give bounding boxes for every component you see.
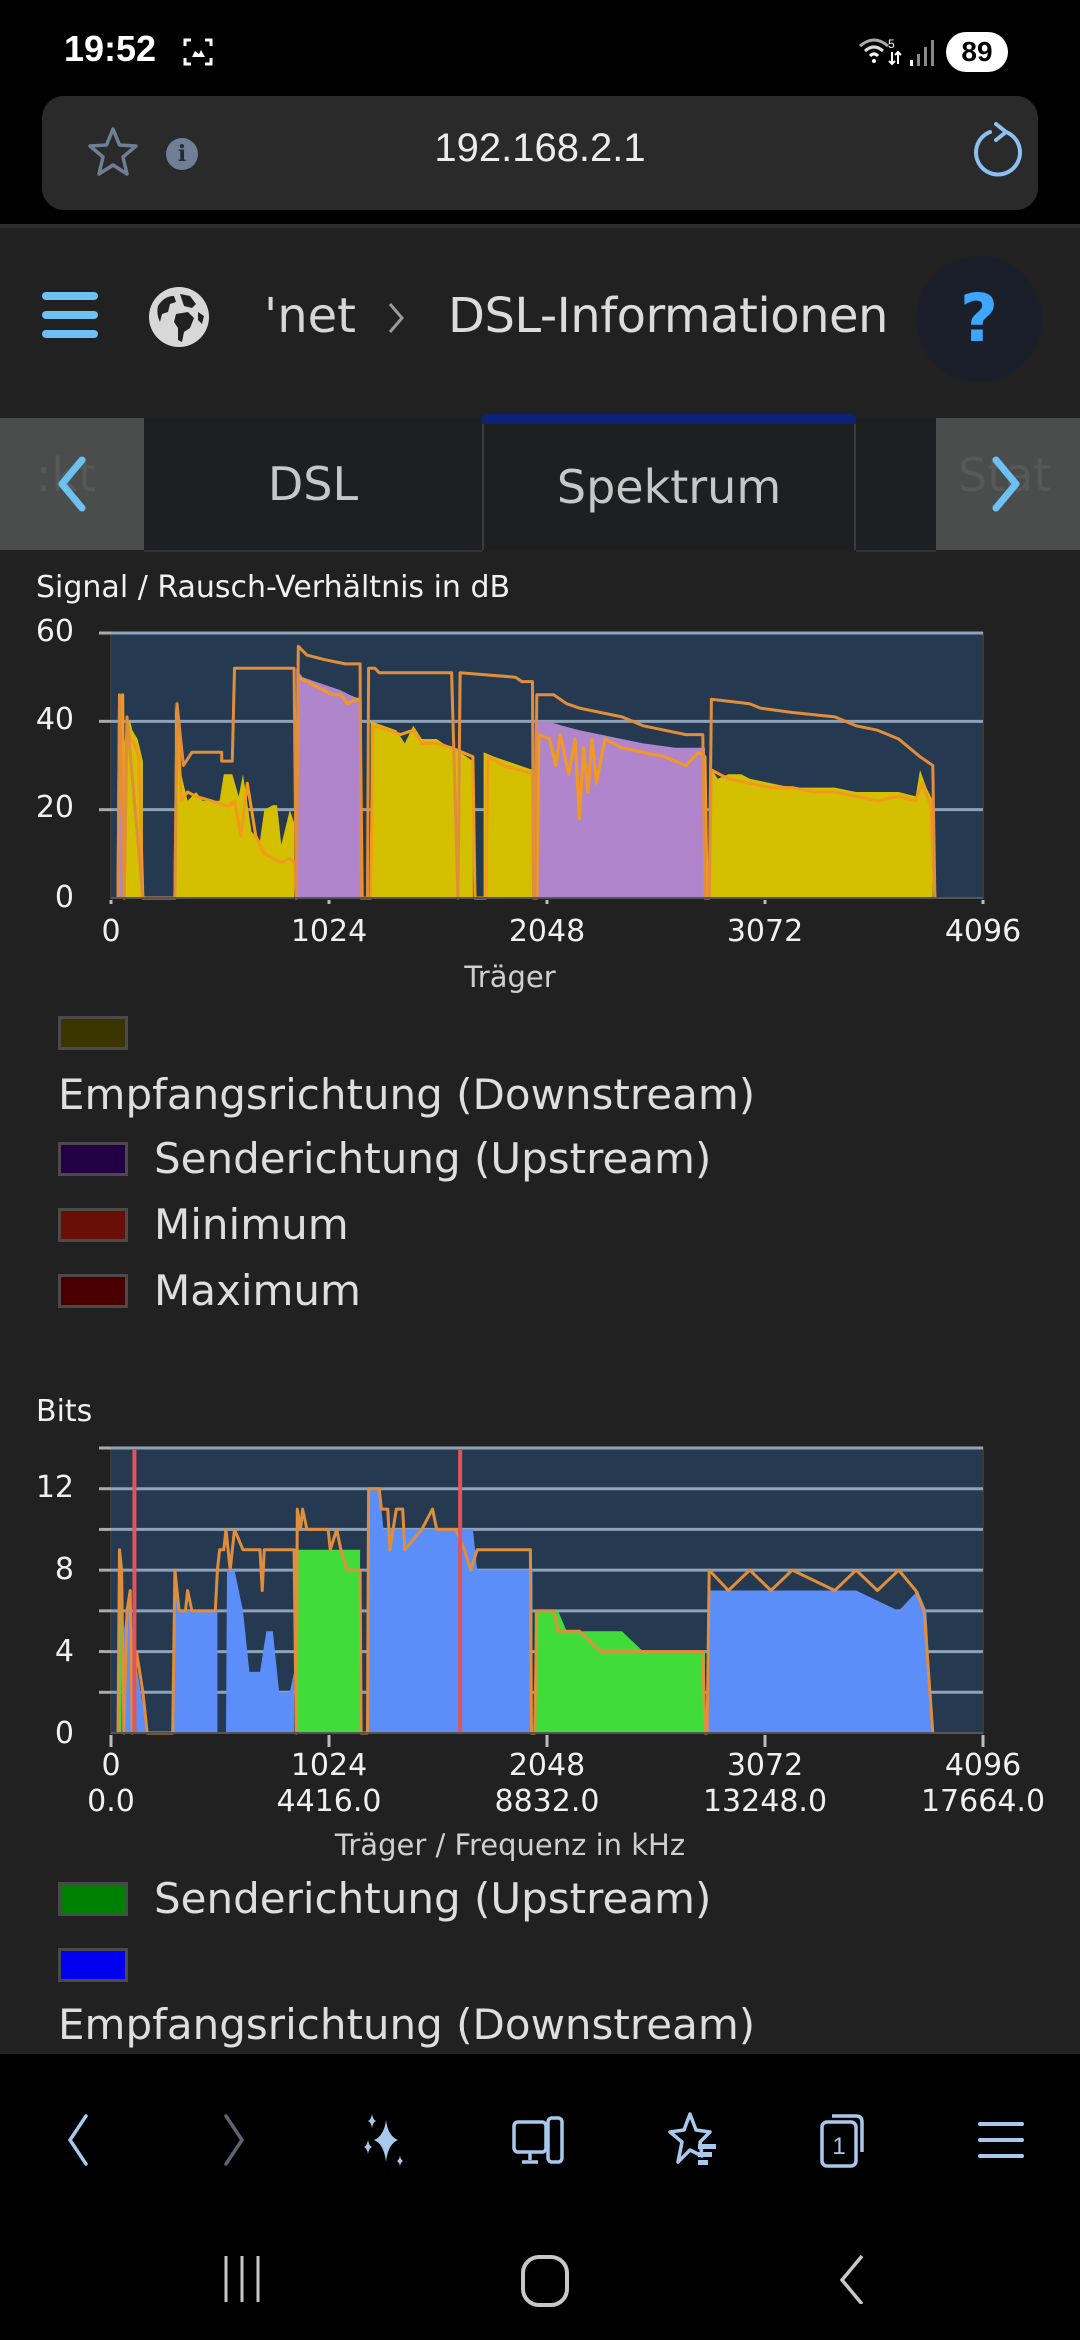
x-tick-label: 3072 bbox=[726, 914, 804, 949]
tab-scroll-right-button[interactable]: Stat bbox=[936, 418, 1080, 550]
web-page: 'net DSL-Informationen ? DSL Spektrum :k… bbox=[0, 224, 1080, 2054]
legend-swatch-upstream bbox=[58, 1882, 128, 1916]
screenshot-icon bbox=[183, 38, 213, 66]
status-bar: 19:52 5 89 bbox=[0, 0, 1080, 96]
active-tab-indicator bbox=[482, 414, 856, 426]
url-text[interactable]: 192.168.2.1 bbox=[434, 126, 646, 170]
legend-label-upstream: Senderichtung (Upstream) bbox=[154, 1134, 712, 1183]
hamburger-menu-button[interactable] bbox=[42, 292, 100, 338]
x-tick-label-freq: 13248.0 bbox=[702, 1784, 828, 1819]
battery-indicator: 89 bbox=[946, 32, 1008, 72]
legend-label-downstream: Empfangsrichtung (Downstream) bbox=[58, 2000, 756, 2049]
series-area-upstream bbox=[118, 668, 705, 898]
x-tick-label: 0 bbox=[101, 1748, 121, 1783]
y-tick-label: 60 bbox=[35, 614, 74, 649]
breadcrumb-current: DSL-Informationen bbox=[448, 288, 888, 344]
status-time: 19:52 bbox=[64, 28, 157, 69]
series-area-upstream bbox=[118, 1549, 705, 1733]
series-area-downstream bbox=[123, 703, 933, 898]
devices-icon[interactable] bbox=[508, 2110, 568, 2170]
ai-sparkle-icon[interactable] bbox=[356, 2110, 416, 2170]
tabs-icon[interactable]: 1 bbox=[814, 2110, 874, 2170]
star-icon[interactable] bbox=[84, 124, 142, 182]
series-line-max bbox=[116, 644, 937, 900]
x-tick-label: 2048 bbox=[508, 914, 586, 949]
legend-swatch-minimum bbox=[58, 1208, 128, 1242]
x-tick-label: 1024 bbox=[290, 1748, 368, 1783]
legend-swatch-upstream bbox=[58, 1142, 128, 1176]
back-icon[interactable] bbox=[46, 2110, 106, 2170]
breadcrumb-parent[interactable]: 'net bbox=[264, 288, 356, 344]
chevron-left-icon bbox=[58, 456, 86, 512]
x-tick-label: 0 bbox=[101, 914, 121, 949]
legend-label-maximum: Maximum bbox=[154, 1266, 361, 1315]
chevron-right-icon bbox=[388, 303, 404, 333]
x-tick-label-freq: 0.0 bbox=[87, 1784, 135, 1819]
y-tick-label: 40 bbox=[35, 702, 74, 737]
bottom-toolbar: 1 bbox=[0, 2054, 1080, 2340]
legend-swatch-maximum bbox=[58, 1274, 128, 1308]
x-tick-label-freq: 4416.0 bbox=[276, 1784, 382, 1819]
x-tick-label: 4096 bbox=[944, 1748, 1022, 1783]
x-tick-label-freq: 8832.0 bbox=[494, 1784, 600, 1819]
x-tick-label: 4096 bbox=[944, 914, 1022, 949]
tab-label: Spektrum bbox=[556, 460, 782, 514]
url-bar[interactable]: i 192.168.2.1 bbox=[42, 96, 1038, 210]
forward-icon[interactable] bbox=[206, 2110, 266, 2170]
wifi-icon: 5 bbox=[859, 37, 902, 66]
home-icon[interactable] bbox=[518, 2254, 572, 2308]
tab-scroll-left-button[interactable]: :kt bbox=[0, 418, 144, 550]
recent-apps-icon[interactable] bbox=[218, 2254, 268, 2304]
y-tick-label: 8 bbox=[54, 1552, 74, 1587]
back-icon[interactable] bbox=[826, 2254, 876, 2304]
globe-icon bbox=[149, 287, 209, 347]
x-axis-label: Träger bbox=[464, 960, 556, 994]
y-tick-label: 0 bbox=[54, 880, 74, 915]
legend-label-downstream: Empfangsrichtung (Downstream) bbox=[58, 1070, 756, 1119]
signal-icon bbox=[910, 40, 934, 66]
browser-toolbar: i 192.168.2.1 bbox=[0, 96, 1080, 224]
y-tick-label: 20 bbox=[35, 790, 74, 825]
x-tick-label: 2048 bbox=[508, 1748, 586, 1783]
help-button[interactable]: ? bbox=[916, 256, 1042, 382]
tab-spektrum[interactable]: Spektrum bbox=[482, 424, 856, 550]
tab-dsl[interactable]: DSL bbox=[144, 418, 482, 550]
snr-chart-title: Signal / Rausch-Verhältnis in dB bbox=[36, 570, 511, 605]
series-area-downstream bbox=[123, 1488, 933, 1733]
bits-chart bbox=[99, 1446, 985, 1747]
legend-label-minimum: Minimum bbox=[154, 1200, 349, 1249]
legend-swatch-downstream bbox=[58, 1016, 128, 1050]
x-tick-label-freq: 17664.0 bbox=[920, 1784, 1046, 1819]
divider bbox=[0, 224, 1080, 228]
x-tick-label: 1024 bbox=[290, 914, 368, 949]
info-icon[interactable]: i bbox=[166, 138, 198, 170]
chevron-right-icon bbox=[992, 456, 1020, 512]
y-tick-label: 0 bbox=[54, 1716, 74, 1751]
tab-next-partial[interactable] bbox=[856, 418, 936, 550]
bits-chart-title: Bits bbox=[36, 1394, 93, 1429]
y-tick-label: 4 bbox=[54, 1634, 74, 1669]
x-axis-label: Träger / Frequenz in kHz bbox=[334, 1828, 686, 1862]
legend-label-upstream: Senderichtung (Upstream) bbox=[154, 1874, 712, 1923]
tab-label: DSL bbox=[267, 457, 359, 511]
reload-icon[interactable] bbox=[966, 120, 1030, 184]
tabs-count: 1 bbox=[832, 2133, 845, 2160]
wifi-badge: 5 bbox=[888, 37, 895, 51]
bookmarks-icon[interactable] bbox=[662, 2110, 722, 2170]
snr-chart bbox=[99, 631, 985, 904]
y-tick-label: 12 bbox=[35, 1470, 74, 1505]
menu-icon[interactable] bbox=[972, 2110, 1032, 2170]
legend-swatch-downstream bbox=[58, 1948, 128, 1982]
x-tick-label: 3072 bbox=[726, 1748, 804, 1783]
